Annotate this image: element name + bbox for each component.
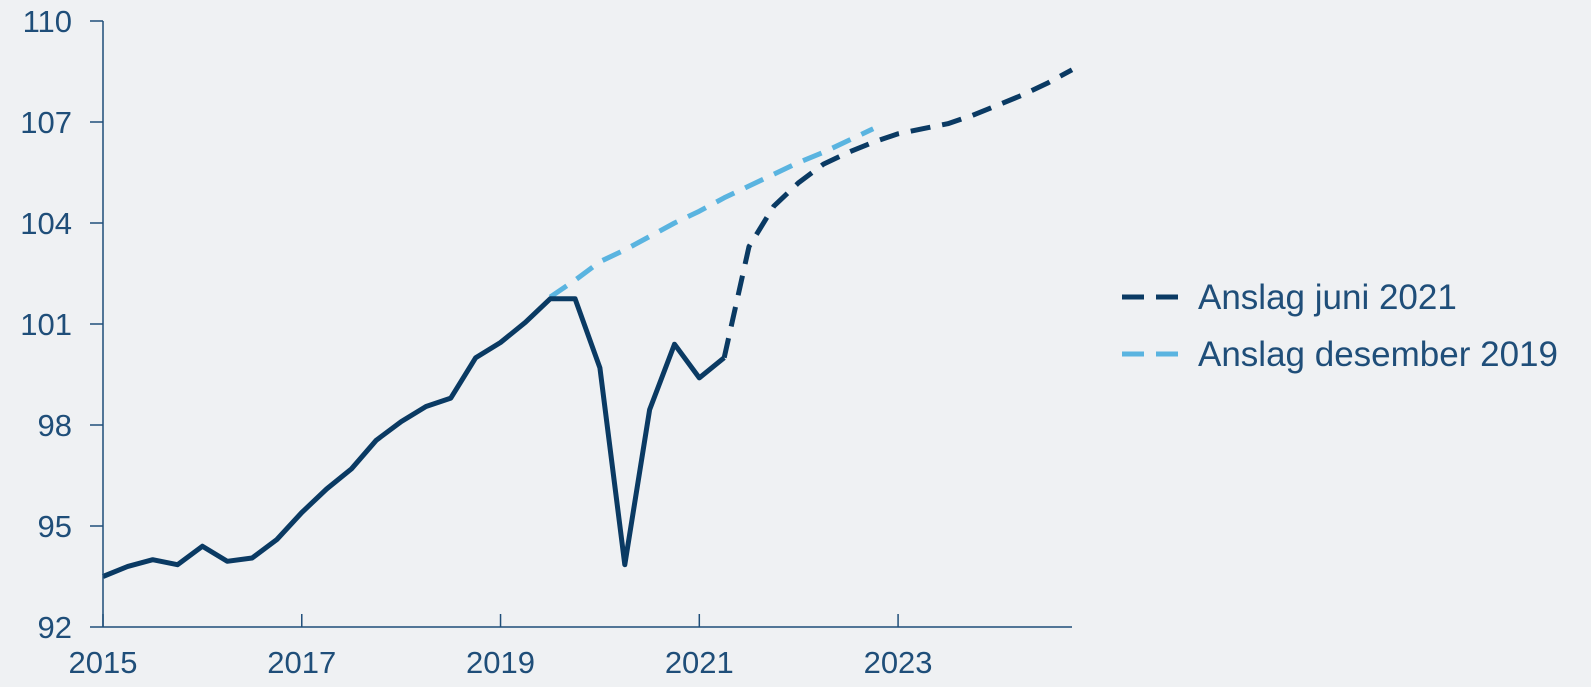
y-tick-label: 98 xyxy=(38,408,72,443)
y-axis-ticks: 92 95 98 101 104 107 110 xyxy=(20,4,103,645)
x-tick-label: 2019 xyxy=(466,645,535,680)
y-tick-label: 95 xyxy=(38,509,72,544)
y-tick-label: 101 xyxy=(20,307,72,342)
series-line-outcome xyxy=(102,296,726,579)
series-line-june2021 xyxy=(721,67,1074,359)
y-tick-label: 110 xyxy=(23,4,72,39)
x-tick-label: 2023 xyxy=(864,645,933,680)
y-tick-label: 104 xyxy=(20,206,72,241)
axes xyxy=(102,21,1072,628)
x-tick-label: 2015 xyxy=(69,645,138,680)
x-tick-label: 2017 xyxy=(267,645,336,680)
legend-label-june2021: Anslag juni 2021 xyxy=(1198,278,1457,317)
y-tick-label: 92 xyxy=(38,610,72,645)
y-tick-label: 107 xyxy=(20,105,72,140)
series-layer xyxy=(102,67,1074,579)
legend-label-dec2019: Anslag desember 2019 xyxy=(1198,335,1558,374)
x-axis-ticks: 2015 2017 2019 2021 2023 xyxy=(69,614,933,680)
x-tick-label: 2021 xyxy=(665,645,734,680)
legend: Anslag juni 2021 Anslag desember 2019 xyxy=(1122,278,1558,374)
series-line-dec2019 xyxy=(548,126,875,300)
